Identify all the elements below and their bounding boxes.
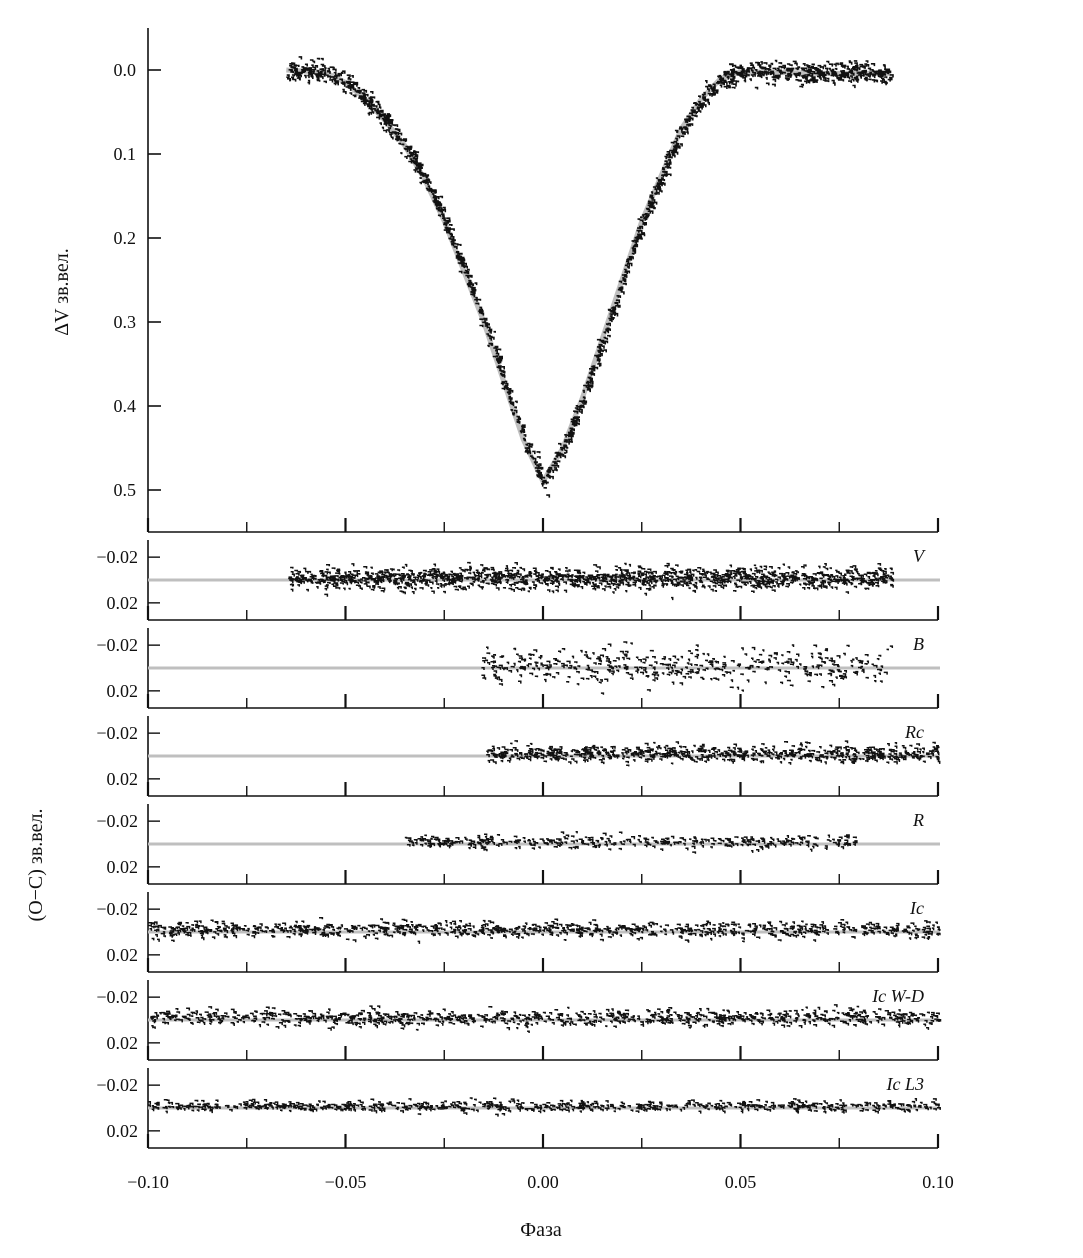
residual-points: [486, 740, 941, 767]
residual-points: [404, 831, 858, 854]
residual-y-tick-label: −0.02: [96, 547, 138, 567]
x-tick-label: 0.00: [527, 1172, 559, 1192]
residual-panel-ic-w-d: −0.02 0.02 Ic W-D: [96, 980, 942, 1061]
observation-points: [286, 56, 894, 498]
x-tick-label: 0.05: [725, 1172, 757, 1192]
residual-panel-v: −0.02 0.02 V: [96, 540, 940, 621]
main-y-tick-label: 0.5: [114, 480, 137, 500]
residual-panel-label: Ic L3: [886, 1074, 925, 1094]
residual-panel-b: −0.02 0.02 B: [96, 628, 940, 709]
residual-points: [288, 561, 895, 601]
residual-panels: −0.02 0.02 V −0.02 0.02 B −0.02 0.02 Rc −0.02 0.02…: [96, 540, 942, 1149]
x-axis: −0.10 −0.05 0.00 0.05 0.10: [127, 1172, 954, 1192]
observations-scatter: [286, 56, 894, 498]
residual-panel-rc: −0.02 0.02 Rc: [96, 716, 941, 797]
main-y-tick-label: 0.1: [114, 144, 137, 164]
residual-panel-label: V: [913, 546, 926, 566]
residual-panel-label: R: [912, 810, 924, 830]
residual-y-tick-label: −0.02: [96, 635, 138, 655]
residual-y-tick-label: −0.02: [96, 899, 138, 919]
model-curve: [286, 67, 891, 485]
residual-panel-label: B: [913, 634, 924, 654]
residual-y-tick-label: 0.02: [107, 857, 139, 877]
residual-panel-label: Ic W-D: [871, 986, 924, 1006]
residual-panel-ic-l3: −0.02 0.02 Ic L3: [96, 1068, 941, 1149]
main-y-tick-label: 0.0: [114, 60, 137, 80]
residual-panel-r: −0.02 0.02 R: [96, 804, 940, 885]
residual-y-tick-label: −0.02: [96, 723, 138, 743]
main-y-axis-title: ΔV зв.вел.: [51, 248, 73, 335]
x-axis-title: Фаза: [520, 1219, 562, 1241]
residual-y-tick-label: 0.02: [107, 681, 139, 701]
residual-points: [150, 1004, 942, 1033]
main-y-tick-label: 0.3: [114, 312, 137, 332]
residual-y-tick-label: 0.02: [107, 1121, 139, 1141]
x-tick-label: 0.10: [922, 1172, 954, 1192]
residual-y-axis-title: (O−C) зв.вел.: [25, 809, 47, 922]
x-tick-label: −0.05: [325, 1172, 367, 1192]
main-light-curve-panel: 0.0 0.1 0.2 0.3 0.4 0.5: [114, 28, 940, 533]
residual-y-tick-label: −0.02: [96, 811, 138, 831]
residual-points: [148, 916, 941, 944]
residual-y-tick-label: −0.02: [96, 1075, 138, 1095]
residual-y-tick-label: 0.02: [107, 593, 139, 613]
residual-panel-ic: −0.02 0.02 Ic: [96, 892, 941, 973]
residual-y-tick-label: 0.02: [107, 945, 139, 965]
residual-panel-label: Rc: [904, 722, 924, 742]
residual-y-tick-label: 0.02: [107, 769, 139, 789]
x-tick-label: −0.10: [127, 1172, 169, 1192]
main-y-tick-label: 0.2: [114, 228, 137, 248]
residual-points: [148, 1097, 941, 1117]
residual-y-tick-label: −0.02: [96, 987, 138, 1007]
residual-points: [481, 641, 894, 695]
residual-panel-label: Ic: [909, 898, 924, 918]
main-y-tick-label: 0.4: [114, 396, 137, 416]
residual-y-tick-label: 0.02: [107, 1033, 139, 1053]
